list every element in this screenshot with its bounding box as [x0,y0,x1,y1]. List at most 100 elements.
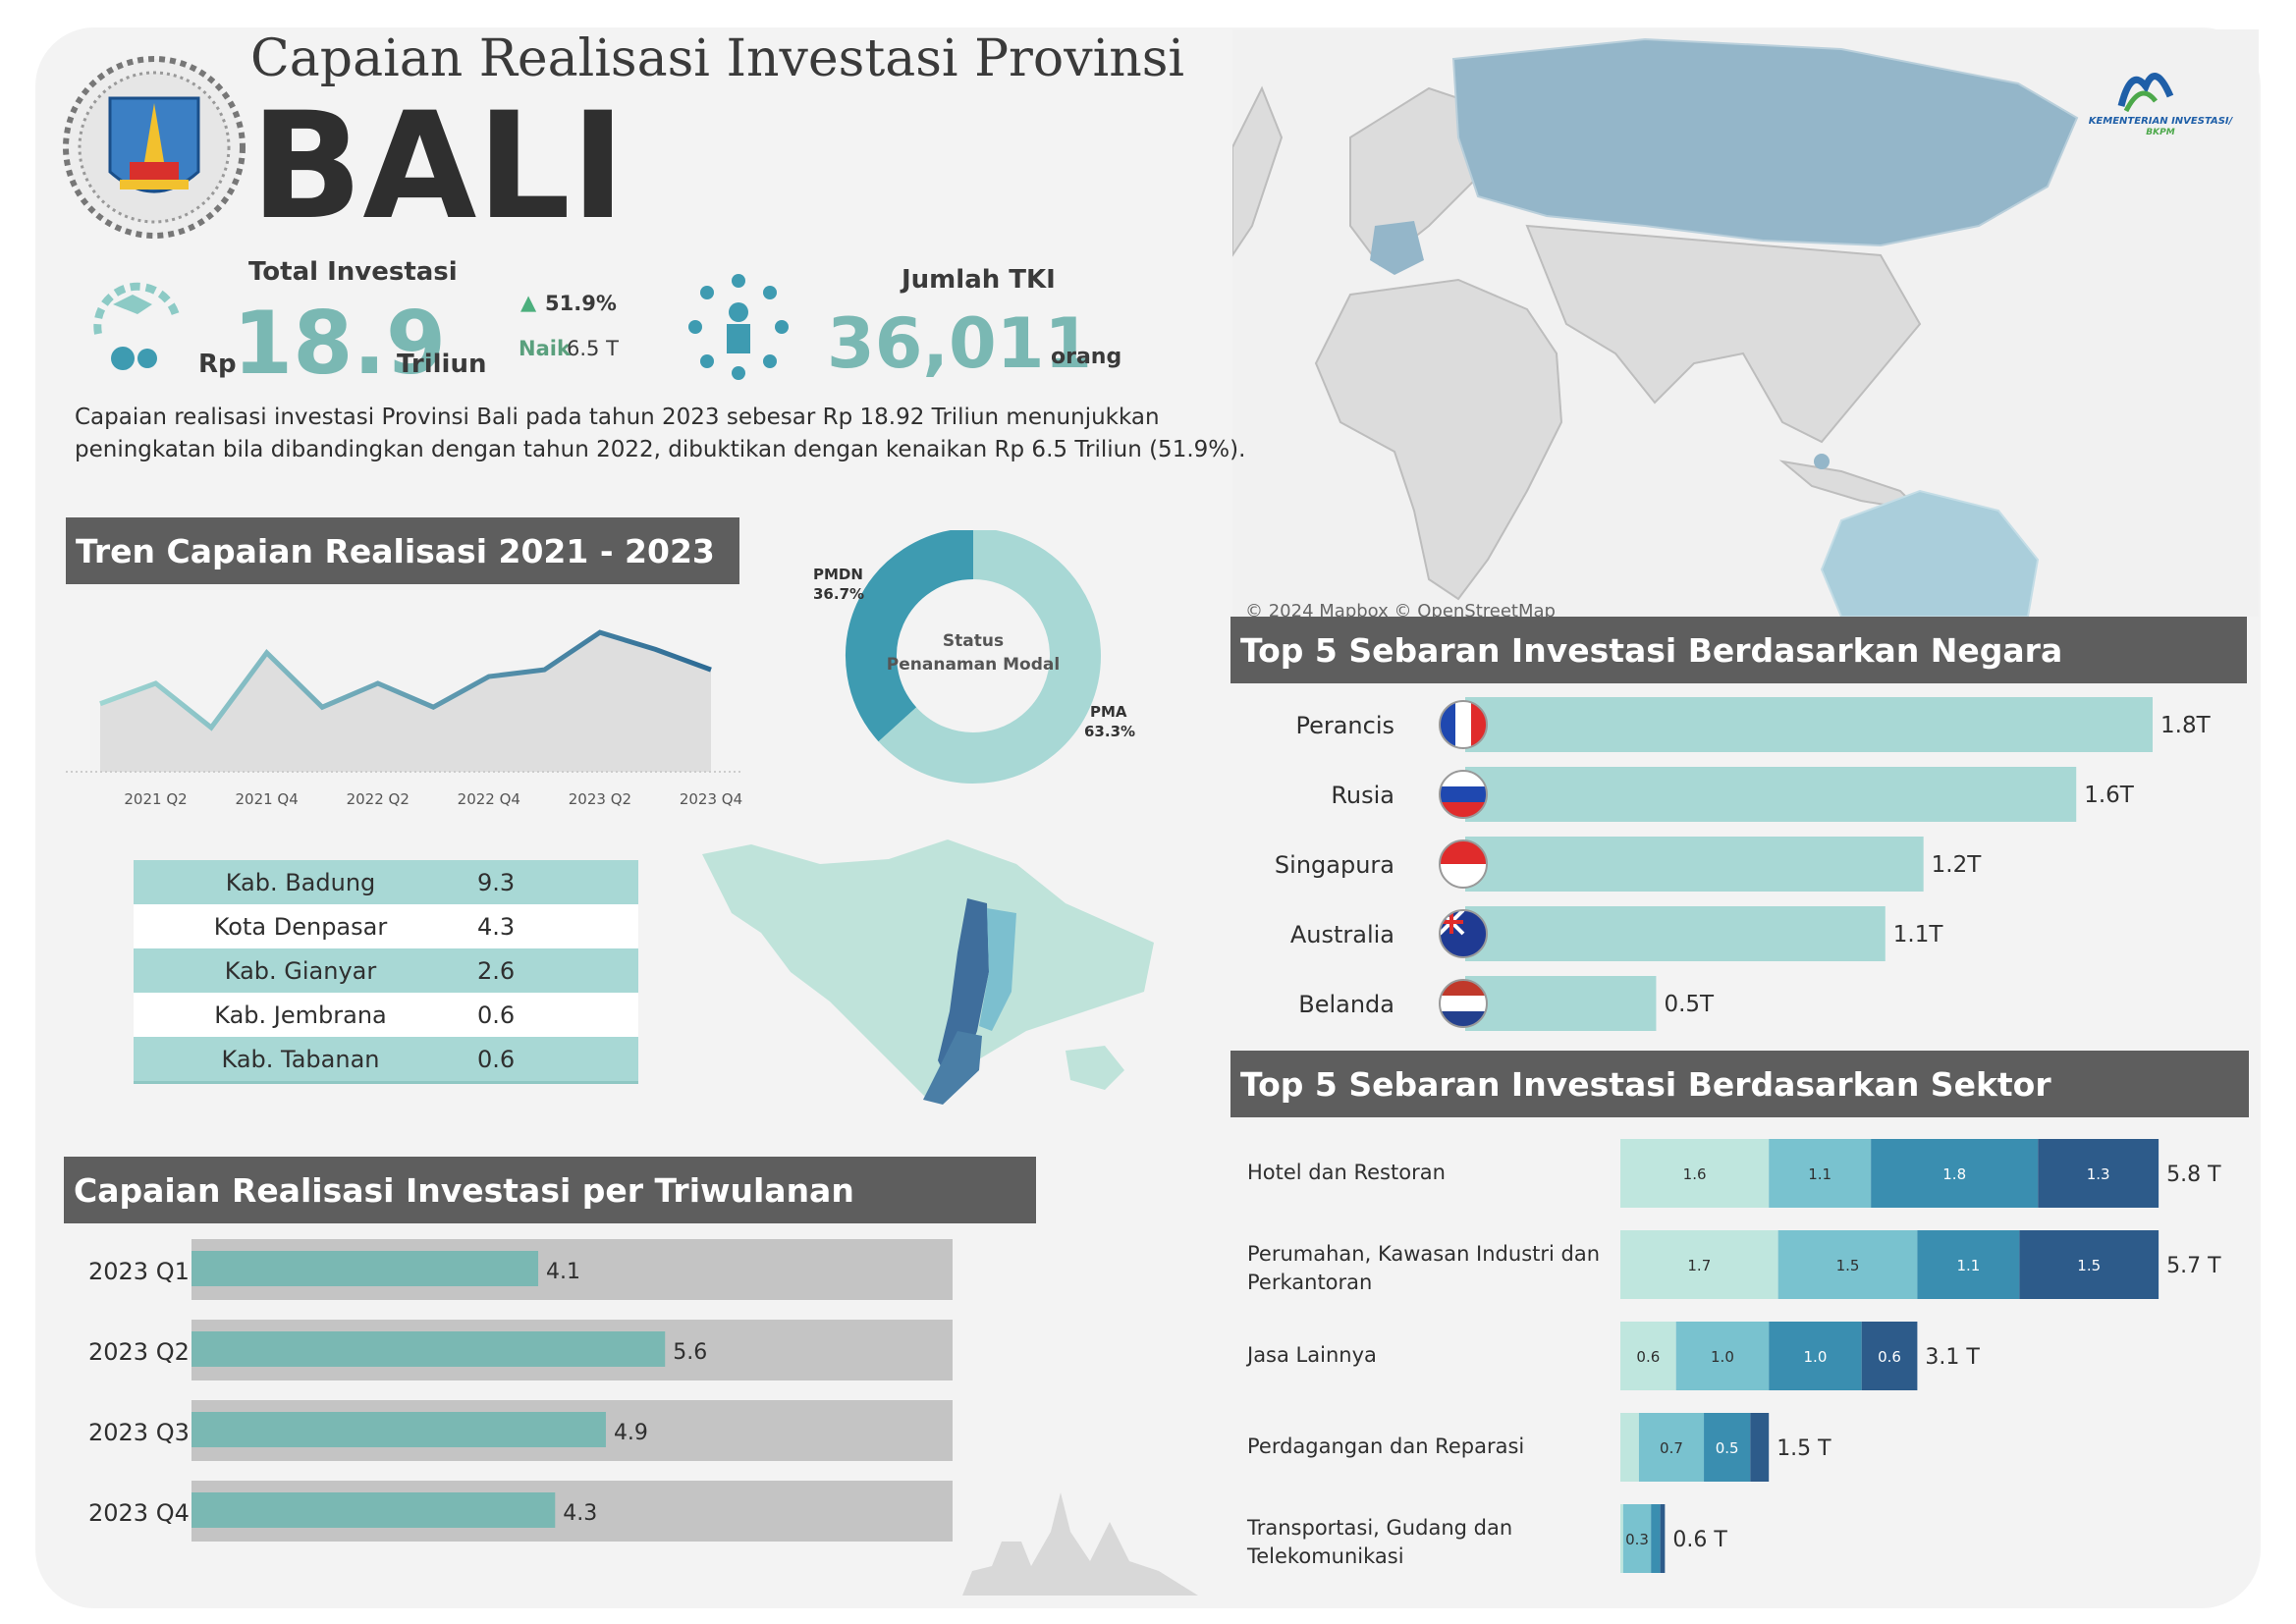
bali-island [702,839,1154,1100]
russia-region [1451,37,2079,247]
africa-land [1314,278,1563,601]
regency-row: Kota Denpasar 4.3 [134,904,638,948]
tki-unit: orang [1051,345,1122,369]
country-value-label: 1.8T [2160,713,2212,738]
country-bar [1465,906,1886,961]
regency-name: Kab. Badung [225,868,376,896]
sector-segment-label: 1.7 [1687,1257,1711,1274]
sector-segment [1750,1413,1770,1482]
sector-segment [1620,1230,1778,1299]
tki-value: 36,011 [827,303,1093,384]
trend-x-tick: 2021 Q2 [124,790,187,808]
naik-value: 6.5 T [567,337,619,360]
sector-segment-label: 0.6 [1878,1348,1901,1366]
sector-total-label: 3.1 T [1925,1345,1980,1370]
regency-row: Kab. Tabanan 0.6 [134,1037,638,1081]
regency-name: Kab. Gianyar [224,956,377,985]
singapore-marker [1814,454,1830,469]
france-flag [1439,700,1488,749]
total-investasi-value: 18.9 [233,293,447,394]
sector-segment [1622,1504,1652,1573]
quarter-label: 2023 Q1 [88,1258,190,1285]
trend-x-tick: 2022 Q2 [347,790,410,808]
country-label: Singapura [1275,851,1394,879]
quarter-bar [191,1331,666,1367]
country-bar [1465,697,2153,752]
sector-segment-label: 1.1 [1956,1257,1980,1274]
regency-row: Kab. Gianyar 2.6 [134,948,638,993]
sector-total-label: 0.6 T [1672,1528,1727,1552]
country-bar [1465,976,1657,1031]
sector-segment [1917,1230,2020,1299]
pma-pct: 63.3% [1084,723,1135,740]
quarter-value-label: 4.3 [563,1501,597,1526]
sector-segment [1620,1139,1770,1208]
growth-up-icon: ▲ [520,291,537,314]
america-land [1232,85,1284,257]
australia-region [1820,489,2040,617]
regency-name: Kota Denpasar [213,912,388,941]
sector-segment-label: 0.7 [1660,1439,1683,1457]
nusa-penida [1066,1046,1124,1090]
summary-line-2: peningkatan bila dibandingkan dengan tah… [75,437,1246,462]
sector-segment [2038,1139,2159,1208]
trend-area-chart: 2021 Q2 2021 Q4 2022 Q2 2022 Q4 2023 Q2 2023 … [66,629,743,808]
country-bar-chart: Perancis 1.8T Rusia 1.6T Singapura 1.2T Austra… [1275,697,2212,1031]
sector-segment-label: 1.5 [1836,1257,1860,1274]
status-donut-chart: Status Penanaman Modal PMDN 36.7% PMA 63… [813,530,1135,784]
summary-line-1: Capaian realisasi investasi Provinsi Bal… [75,405,1160,430]
sector-segment [1871,1139,2039,1208]
country-value-label: 1.1T [1893,922,1944,947]
country-bar [1465,767,2077,822]
sector-segment [2019,1230,2159,1299]
pmdn-pct: 36.7% [813,585,864,603]
sector-segment [1638,1413,1705,1482]
sector-segment [1660,1504,1666,1573]
quarter-label: 2023 Q3 [88,1419,190,1446]
regency-table: Kab. Badung 9.3 Kota Denpasar 4.3 Kab. Giany… [134,860,638,1084]
pmdn-label: PMDN [813,566,863,583]
growth-pct: 51.9% [545,292,617,315]
regency-value: 0.6 [477,1001,516,1029]
quarter-value-label: 4.9 [614,1421,648,1445]
sector-segment [1675,1322,1770,1390]
bkpm-logo-icon [2117,73,2174,113]
country-label: Rusia [1331,782,1394,809]
sector-stacked-chart: Hotel dan Restoran 1.6 1.1 1.8 1.3 5.8 T Perum… [1245,1139,2221,1573]
france-region [1370,221,1424,275]
quarterly-header: Capaian Realisasi Investasi per Triwulan… [64,1157,1036,1223]
bali-crest-icon [63,56,246,239]
sector-segment [1651,1504,1661,1573]
tki-label: Jumlah TKI [902,265,1056,295]
sector-segment [1777,1230,1918,1299]
denpasar-region [923,1031,982,1105]
regency-name: Kab. Tabanan [221,1045,380,1073]
total-investasi-label: Total Investasi [248,257,458,287]
regency-row: Kab. Jembrana 0.6 [134,993,638,1037]
country-label: Australia [1290,921,1394,948]
regency-value: 2.6 [477,956,516,985]
world-map [1232,29,2259,617]
naik-label: Naik [519,337,571,360]
quarter-label: 2023 Q2 [88,1338,190,1366]
sector-segment [1620,1322,1676,1390]
trend-area-fill [100,632,711,772]
country-header: Top 5 Sebaran Investasi Berdasarkan Nega… [1230,617,2247,683]
quarter-bar [191,1412,606,1447]
sector-segment-label: 1.3 [2087,1165,2110,1183]
country-label: Belanda [1298,991,1394,1018]
bali-map [702,839,1154,1105]
sector-total-label: 5.8 T [2166,1163,2221,1187]
australia-flag [1439,909,1488,958]
sector-segment-label: 1.0 [1711,1348,1734,1366]
trend-x-tick: 2023 Q4 [680,790,742,808]
donut-center-label-2: Penanaman Modal [887,655,1060,675]
page-title: Capaian Realisasi Investasi Provinsi [250,29,1185,88]
regency-value: 9.3 [477,868,516,896]
province-name: BALI [250,81,626,252]
investment-gear-icon [93,282,181,370]
country-label: Perancis [1295,712,1394,739]
rp-prefix: Rp [198,350,237,379]
sector-segment-label: 1.5 [2077,1257,2101,1274]
sector-label: Jasa Lainnya [1245,1343,1377,1367]
